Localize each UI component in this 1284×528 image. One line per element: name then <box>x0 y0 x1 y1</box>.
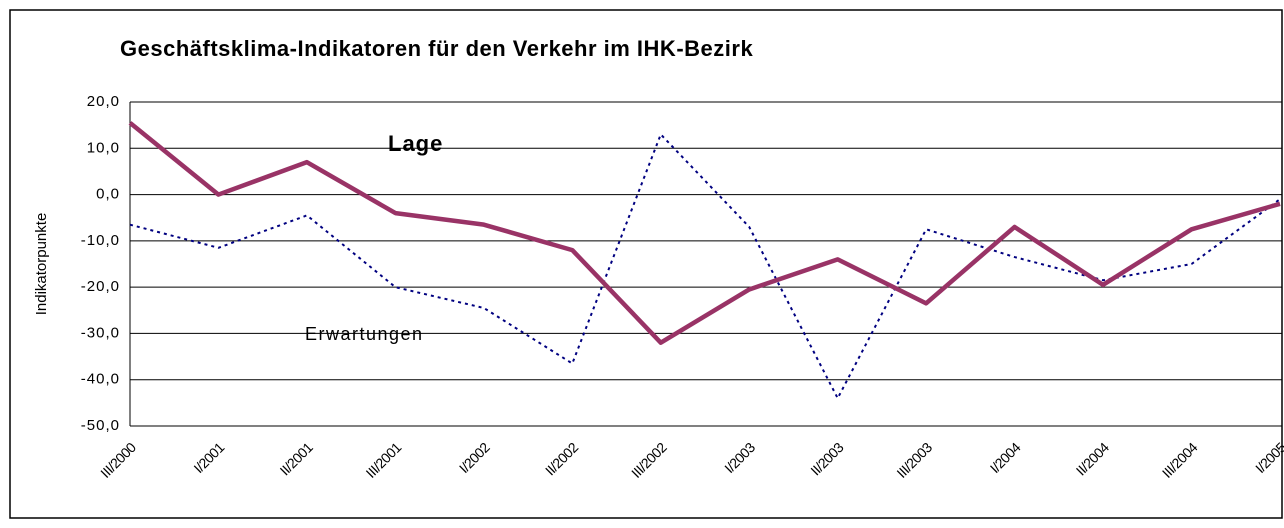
y-tick-label: -30,0 <box>81 324 120 341</box>
y-tick-label: 20,0 <box>87 93 120 110</box>
y-tick-label: -20,0 <box>81 278 120 295</box>
series-label: Lage <box>388 131 443 156</box>
y-tick-label: -10,0 <box>81 232 120 249</box>
series-label: Erwartungen <box>305 324 424 344</box>
y-tick-label: -50,0 <box>81 417 120 434</box>
y-tick-label: 10,0 <box>87 139 120 156</box>
y-axis-label: Indikatorpunkte <box>33 213 50 316</box>
erwartungen-line <box>129 133 1281 400</box>
lage-line <box>128 121 1281 345</box>
y-tick-label: 0,0 <box>96 186 120 203</box>
chart-frame <box>9 9 1283 519</box>
y-tick-label: -40,0 <box>81 371 120 388</box>
chart-title: Geschäftsklima-Indikatoren für den Verke… <box>120 36 753 61</box>
